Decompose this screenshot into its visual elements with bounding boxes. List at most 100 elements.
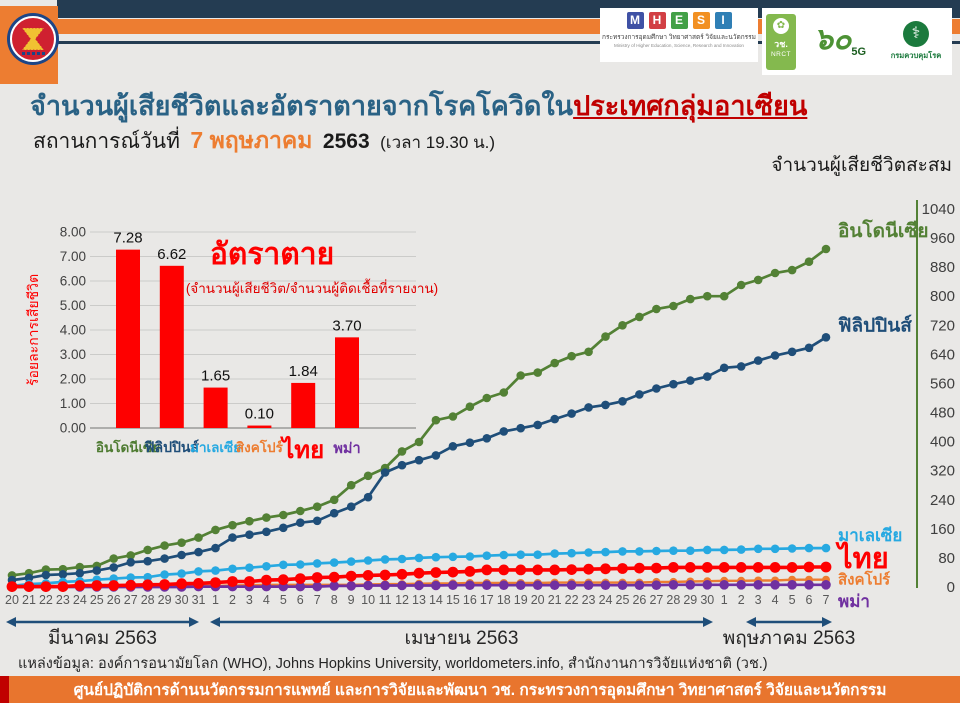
data-point xyxy=(515,564,527,576)
x-tick-label: 27 xyxy=(649,593,663,607)
data-point xyxy=(482,393,492,403)
data-source-note: แหล่งข้อมูล: องค์การอนามัยโลก (WHO), Joh… xyxy=(18,656,768,672)
x-tick-label: 2 xyxy=(229,593,236,607)
data-point xyxy=(414,580,424,591)
data-point xyxy=(516,550,525,559)
y-tick-label: 960 xyxy=(930,230,955,247)
month-label: มีนาคม 2563 xyxy=(48,627,157,649)
mhesi-letter-S: S xyxy=(692,12,710,29)
data-point xyxy=(210,577,221,588)
data-point xyxy=(464,566,476,577)
data-point xyxy=(397,554,407,564)
x-tick-label: 25 xyxy=(616,593,630,607)
data-point xyxy=(719,363,729,373)
data-point xyxy=(703,372,712,381)
data-point xyxy=(617,580,628,590)
data-point xyxy=(752,562,764,573)
data-point xyxy=(329,558,339,567)
data-point xyxy=(533,550,542,559)
data-point xyxy=(58,570,68,579)
x-tick-label: 26 xyxy=(632,593,646,607)
data-point xyxy=(142,579,154,591)
data-point xyxy=(41,570,51,580)
data-point xyxy=(584,403,593,412)
series-label-3: สิงคโปร์ xyxy=(838,570,891,589)
data-point xyxy=(363,556,373,565)
data-point xyxy=(703,291,712,301)
data-point xyxy=(770,580,780,590)
data-point xyxy=(719,545,729,555)
data-point xyxy=(397,580,407,591)
data-point xyxy=(718,562,730,573)
x-tick-label: 31 xyxy=(192,593,206,607)
series-มาเลเซีย xyxy=(7,543,831,591)
subtitle-year: 2563 xyxy=(322,130,370,153)
data-point xyxy=(397,460,407,470)
data-point xyxy=(634,562,645,574)
data-point xyxy=(245,563,254,572)
x-tick-label: 27 xyxy=(124,593,138,607)
data-point xyxy=(363,471,373,481)
data-point xyxy=(296,506,305,516)
sixty-5g-logo: ๖๐5G xyxy=(814,25,866,58)
data-point xyxy=(567,409,576,418)
x-tick-label: 28 xyxy=(666,593,680,607)
data-point xyxy=(227,576,238,587)
bar-y-tick-label: 2.00 xyxy=(60,372,86,387)
data-point xyxy=(143,572,152,582)
title-highlight: ประเทศกลุ่มอาเซียน xyxy=(573,91,808,121)
x-tick-label: 7 xyxy=(823,593,830,607)
data-point xyxy=(294,573,306,584)
data-point xyxy=(684,562,696,573)
x-tick-label: 17 xyxy=(480,593,494,607)
series-label-1: ฟิลิปปินส์ xyxy=(838,314,912,336)
data-point xyxy=(753,275,763,285)
series-ไทย xyxy=(6,561,832,592)
arrow-head-right xyxy=(189,617,199,627)
data-point xyxy=(702,580,713,590)
y-tick-label: 560 xyxy=(930,375,955,392)
data-point xyxy=(550,358,559,368)
data-point xyxy=(584,347,593,357)
x-tick-label: 14 xyxy=(429,593,443,607)
data-point xyxy=(448,442,458,451)
y-tick-label: 1040 xyxy=(922,201,955,218)
data-point xyxy=(567,548,576,558)
data-point xyxy=(736,280,746,290)
data-point xyxy=(465,552,475,561)
x-tick-label: 24 xyxy=(73,593,87,607)
mhesi-thai-name: กระทรวงการอุดมศึกษา วิทยาศาสตร์ วิจัยและ… xyxy=(602,34,756,41)
data-point xyxy=(685,580,696,590)
bar-chart: 0.00 1.00 2.00 3.00 4.00 5.00 6.00 7.00 8.00 7.28… xyxy=(25,225,438,465)
line-chart: 0801602403204004805606407208008809601040… xyxy=(5,200,955,649)
data-point xyxy=(769,562,781,573)
data-point xyxy=(618,397,627,406)
data-point xyxy=(177,538,186,547)
data-point xyxy=(126,551,135,560)
data-point xyxy=(618,321,627,330)
data-point xyxy=(651,562,662,574)
bar-chart-subtitle: (จำนวนผู้เสียชีวิต/จำนวนผู้ติดเชื้อที่รา… xyxy=(186,278,438,297)
data-point xyxy=(40,581,52,592)
data-point xyxy=(211,525,220,535)
x-tick-label: 26 xyxy=(107,593,121,607)
data-point xyxy=(703,545,712,555)
data-point xyxy=(396,568,408,580)
data-point xyxy=(652,546,661,556)
nrct-thai-abbr: วช. xyxy=(774,38,788,49)
data-point xyxy=(515,580,526,590)
data-point xyxy=(109,554,118,563)
data-point xyxy=(499,388,509,397)
data-point xyxy=(194,533,203,542)
data-point xyxy=(821,543,831,553)
data-point xyxy=(652,304,661,314)
data-point xyxy=(770,544,780,554)
bar-value-label: 1.84 xyxy=(289,363,318,380)
data-point xyxy=(261,574,272,586)
x-tick-label: 1 xyxy=(212,593,219,607)
data-point xyxy=(567,351,576,361)
nrct-logo: ✿ วช. NRCT xyxy=(766,13,796,70)
x-tick-label: 21 xyxy=(548,593,562,607)
data-point xyxy=(277,574,289,586)
bar-category-label: สิงคโปร์ xyxy=(236,438,284,455)
